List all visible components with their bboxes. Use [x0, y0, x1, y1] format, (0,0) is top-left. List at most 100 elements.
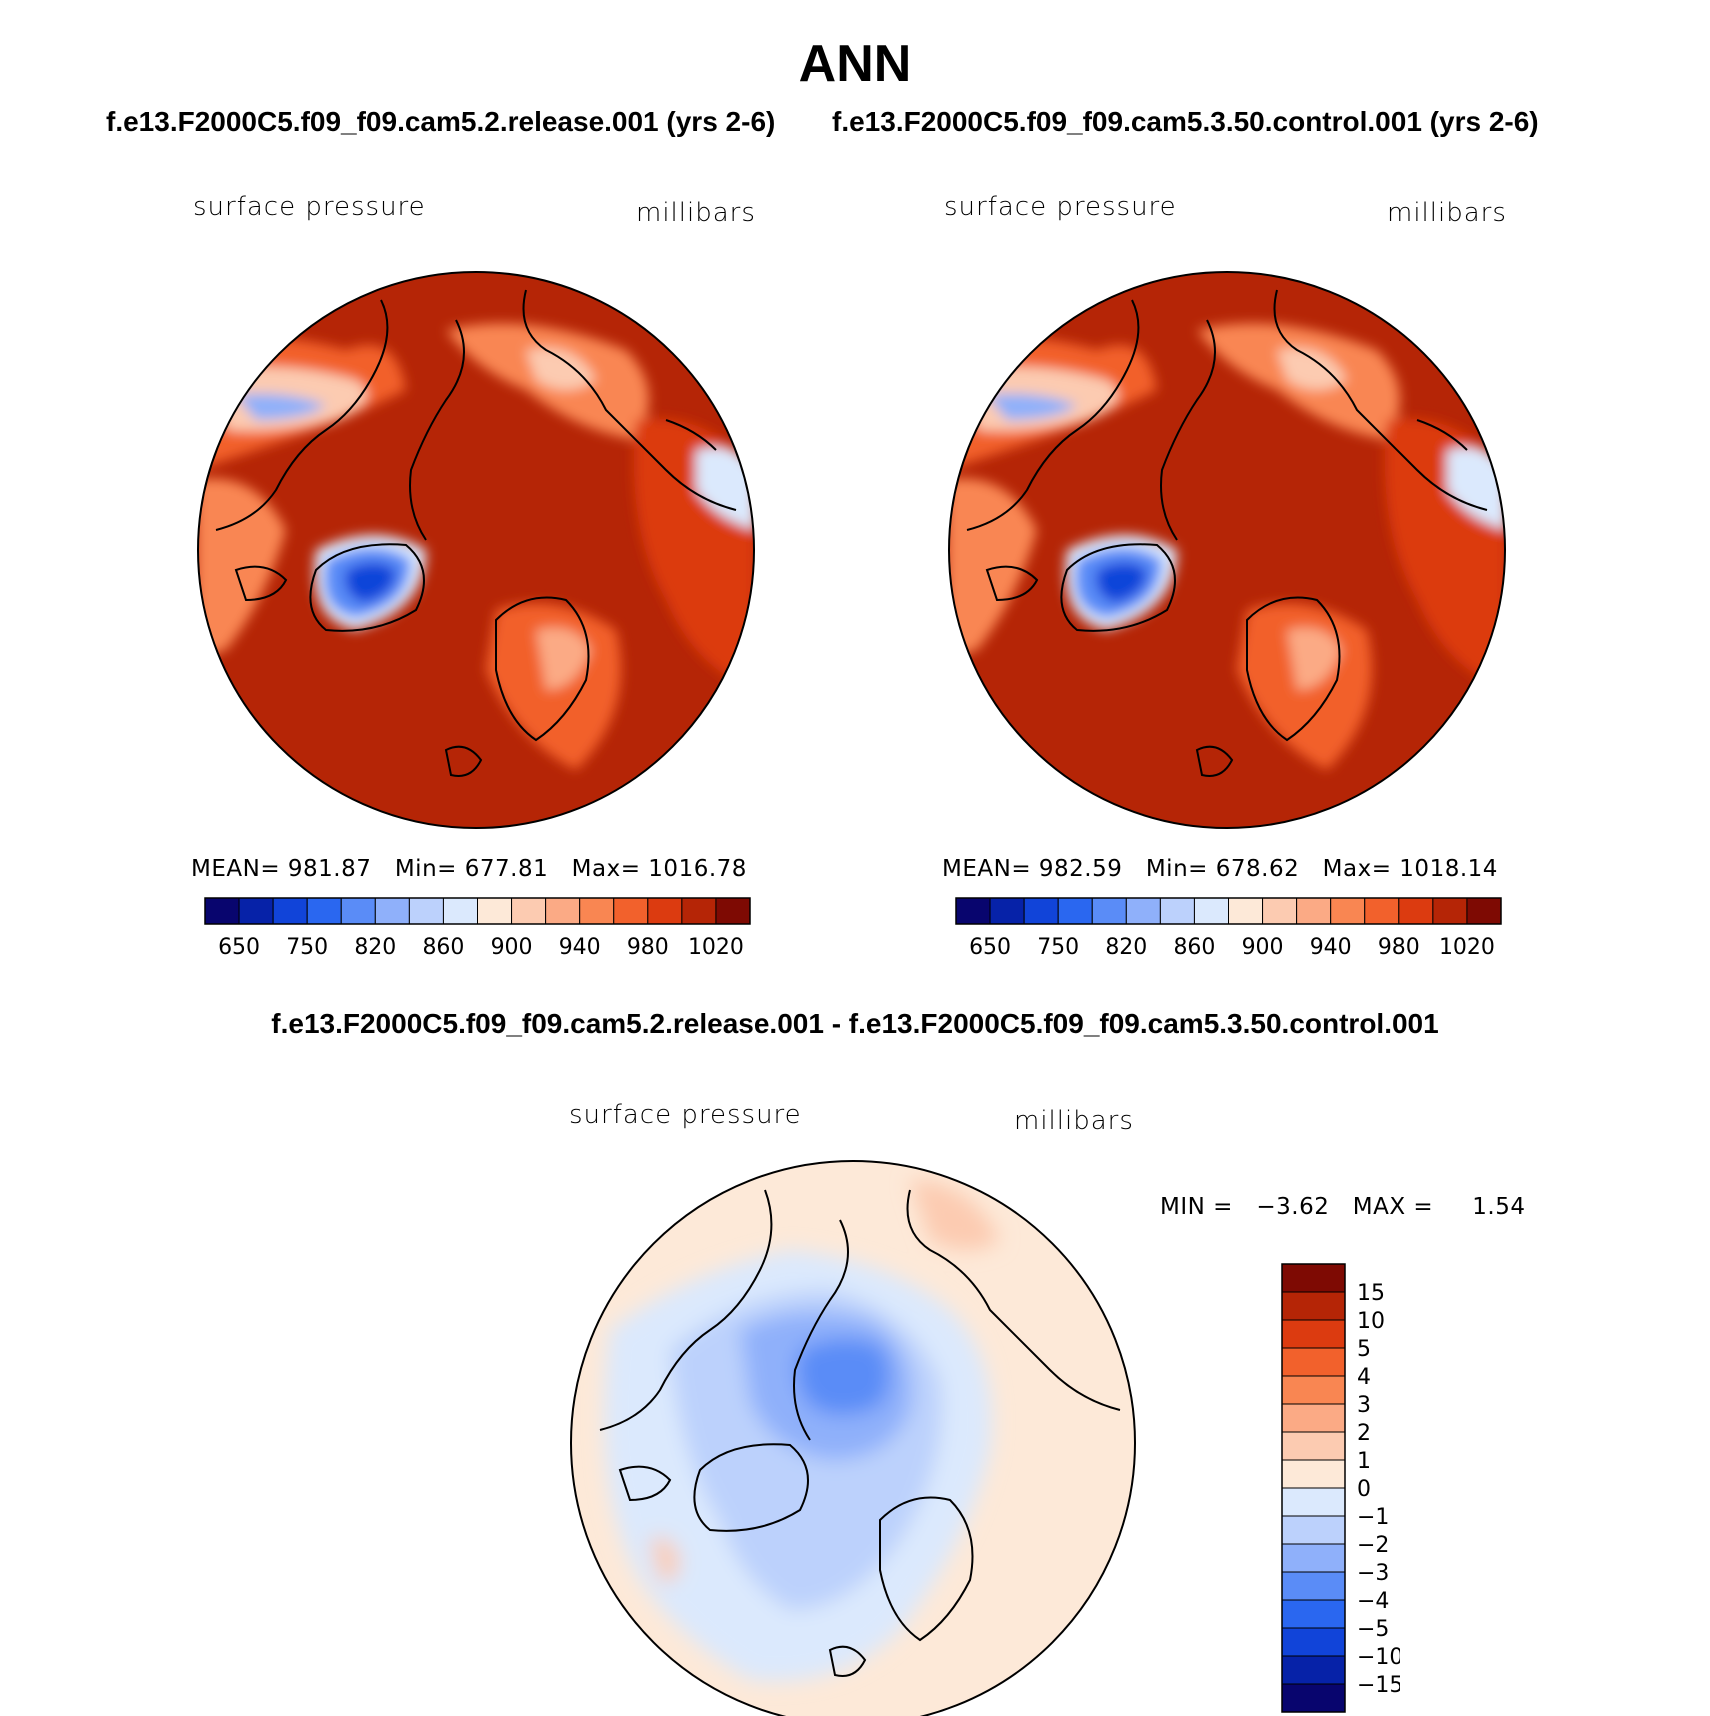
panel-2-polar-map	[948, 271, 1506, 829]
panel-1-colorbar-swatch	[511, 897, 547, 925]
panel-3-max-label: MAX =	[1352, 1194, 1434, 1220]
panel-2-min-label: Min=	[1145, 856, 1208, 882]
panel-2-colorbar-swatch	[1057, 897, 1093, 925]
panel-2-mean-value: 982.59	[1038, 856, 1123, 882]
panel-1-stats: MEAN= 981.87 Min= 677.81 Max= 1016.78	[191, 856, 747, 882]
panel-1-colorbar-tick-label: 820	[354, 935, 396, 960]
panel-3-negative-core	[796, 1338, 890, 1415]
panel-2-variable-label: surface pressure	[944, 192, 1177, 222]
panel-3-map-border	[570, 1160, 1136, 1716]
panel-3-colorbar-swatch	[1281, 1459, 1346, 1489]
panel-3-colorbar-tick-label: 4	[1357, 1365, 1371, 1390]
panel-1-scandinavia-highland	[536, 627, 591, 690]
panel-2-colorbar-swatch	[1466, 897, 1502, 925]
panel-3-colorbar-swatch	[1281, 1487, 1346, 1517]
panel-2-colorbar-tick-label: 900	[1242, 935, 1284, 960]
panel-2-mean-label: MEAN=	[942, 856, 1032, 882]
panel-1-asia-plateau	[526, 348, 596, 390]
panel-2-colorbar-frame	[955, 897, 1502, 925]
panel-1-mean-value: 981.87	[287, 856, 372, 882]
panel-1-polar-map	[197, 271, 755, 829]
panel-2-greenland-core	[1096, 562, 1147, 603]
panel-2-stats: MEAN= 982.59 Min= 678.62 Max= 1018.14	[942, 856, 1498, 882]
panel-2-colorbar-tick-label: 940	[1310, 935, 1352, 960]
panel-1-colorbar-swatch	[340, 897, 376, 925]
panel-3-colorbar-swatch	[1281, 1403, 1346, 1433]
panel-2-coastlines	[966, 289, 1488, 777]
panel-1-colorbar-swatch	[306, 897, 342, 925]
panel-2-colorbar-swatch	[1262, 897, 1298, 925]
panel-1-colorbar-tick-label: 900	[491, 935, 533, 960]
panel-1-map-border	[197, 271, 755, 829]
panel-2-scandinavia-highland	[1287, 627, 1342, 690]
panel-1-colorbar-swatch	[238, 897, 274, 925]
panel-1-colorbar-swatch	[442, 897, 478, 925]
panel-3-colorbar-tick-label: −15	[1357, 1673, 1400, 1698]
panel-1-colorbar-swatch	[477, 897, 513, 925]
panel-3-colorbar-frame	[1281, 1263, 1346, 1713]
panel-1-colorbar-swatch	[272, 897, 308, 925]
panel-3-colorbar-swatch	[1281, 1599, 1346, 1629]
panel-1-colorbar-swatch	[647, 897, 683, 925]
difference-panel-title: f.e13.F2000C5.f09_f09.cam5.2.release.001…	[271, 1008, 1439, 1039]
panel-3-min-label: MIN =	[1160, 1194, 1233, 1220]
panel-3-coastlines	[599, 1189, 1121, 1677]
panel-1-colorbar-swatch	[613, 897, 649, 925]
panel-1-colorbar-frame	[204, 897, 751, 925]
panel-3-colorbar-swatch	[1281, 1263, 1346, 1293]
panel-2-max-value: 1018.14	[1399, 856, 1498, 882]
panel-3-colorbar-tick-label: 3	[1357, 1393, 1371, 1418]
panel-2-colorbar-swatch	[1432, 897, 1468, 925]
panel-3-colorbar-tick-label: −10	[1357, 1645, 1400, 1670]
panel-2-colorbar-swatch	[1228, 897, 1264, 925]
panel-2-colorbar-swatch	[1125, 897, 1161, 925]
panel-2-colorbar-swatch	[1159, 897, 1195, 925]
panel-2-colorbar-swatch	[1091, 897, 1127, 925]
panel-3-colorbar-swatch	[1281, 1515, 1346, 1545]
panel-3-max-value: 1.54	[1472, 1194, 1526, 1220]
panel-1-min-value: 677.81	[464, 856, 549, 882]
panel-3-units-label: millibars	[1014, 1106, 1134, 1136]
panel-3-colorbar-tick-label: 15	[1357, 1281, 1385, 1306]
panel-3-colorbar-tick-label: 10	[1357, 1309, 1385, 1334]
panel-2-colorbar-swatch	[1330, 897, 1366, 925]
panel-1-variable-label: surface pressure	[193, 192, 426, 222]
panel-1-colorbar: 650 750 820 860 900 940 980 1020	[204, 897, 751, 960]
panel-1-max-label: Max=	[571, 856, 641, 882]
panel-2-asia-plateau	[1277, 348, 1347, 390]
panel-2-colorbar-tick-label: 860	[1173, 935, 1215, 960]
panel-2-tibet-region	[987, 393, 1077, 420]
figure-title: ANN	[798, 35, 912, 93]
panel-3-variable-label: surface pressure	[569, 1100, 802, 1130]
panel-2-colorbar: 650 750 820 860 900 940 980 1020	[955, 897, 1502, 960]
panel-3-colorbar-tick-label: 0	[1357, 1477, 1371, 1502]
panel-3-colorbar-tick-label: −3	[1357, 1561, 1389, 1586]
panel-2-colorbar-swatch	[1023, 897, 1059, 925]
panel-1-colorbar-tick-label: 860	[422, 935, 464, 960]
panel-3-colorbar-tick-label: −1	[1357, 1505, 1389, 1530]
panel-3-colorbar-tick-label: −4	[1357, 1589, 1389, 1614]
panel-3-colorbar-swatch	[1281, 1627, 1346, 1657]
panel-1-title: f.e13.F2000C5.f09_f09.cam5.2.release.001…	[106, 106, 776, 137]
panel-2-colorbar-swatch	[1193, 897, 1229, 925]
panel-3-colorbar-swatch	[1281, 1543, 1346, 1573]
panel-1-colorbar-swatch	[681, 897, 717, 925]
panel-1-tibet-region	[236, 393, 326, 420]
panel-1-mean-label: MEAN=	[191, 856, 281, 882]
panel-2-max-label: Max=	[1322, 856, 1392, 882]
panel-3-positive-spot	[650, 1537, 680, 1583]
panel-1-colorbar-swatch	[204, 897, 240, 925]
panel-2-colorbar-swatch	[955, 897, 991, 925]
panel-3-colorbar-swatch	[1281, 1683, 1346, 1713]
panel-1-colorbar-swatch	[715, 897, 751, 925]
panel-1-greenland-core	[345, 562, 396, 603]
panel-3-colorbar-swatch	[1281, 1291, 1346, 1321]
panel-3-colorbar-swatch	[1281, 1655, 1346, 1685]
panel-1-colorbar-tick-label: 940	[559, 935, 601, 960]
panel-3-polar-map	[570, 1160, 1136, 1716]
panel-1-colorbar-swatch	[374, 897, 410, 925]
panel-3-colorbar-tick-label: −2	[1357, 1533, 1389, 1558]
panel-2-colorbar-swatch	[1398, 897, 1434, 925]
panel-2-colorbar-tick-label: 1020	[1439, 935, 1495, 960]
